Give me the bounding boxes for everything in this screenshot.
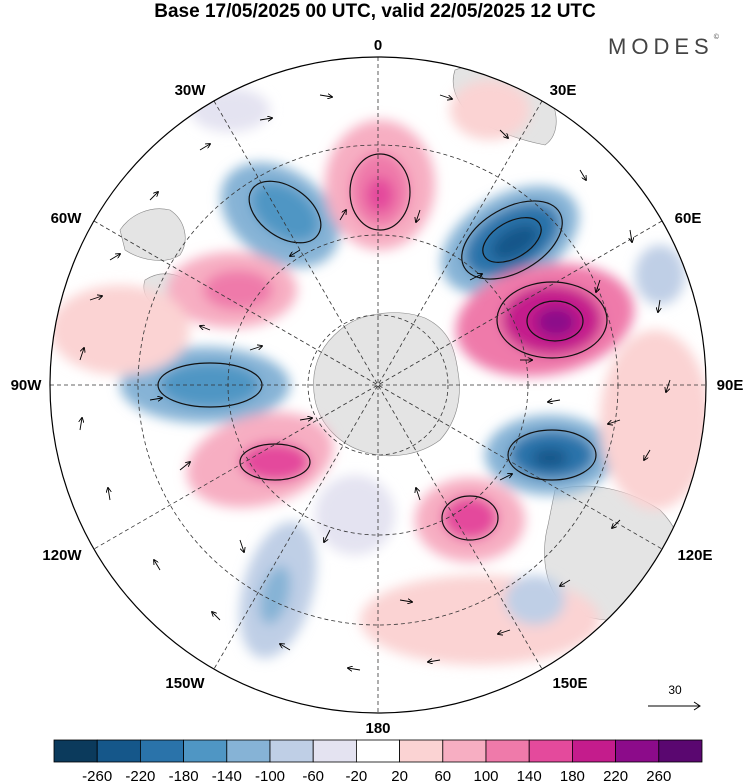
colorbar-swatch (615, 739, 660, 763)
colorbar-tick-label: 180 (560, 768, 585, 783)
colorbar-tick-label: -260 (82, 768, 112, 783)
contour-lines (157, 153, 608, 541)
brand-logo: MODES© (608, 34, 719, 60)
colorbar-tick-label: -100 (255, 768, 285, 783)
vector-reference-label: 30 (668, 683, 682, 697)
anomaly-fields (50, 80, 706, 665)
colorbar-tick-label: -140 (212, 768, 242, 783)
lon-label-120w: 120W (42, 547, 82, 564)
colorbar-swatch (399, 739, 444, 763)
map-border (49, 56, 707, 714)
graticule (50, 57, 706, 713)
colorbar-tick-label: -220 (125, 768, 155, 783)
colorbar-tick-label: -20 (346, 768, 368, 783)
colorbar-swatch (269, 739, 314, 763)
colorbar-swatch (355, 739, 400, 763)
lon-label-90w: 90W (11, 377, 43, 394)
colorbar-tick-label: 100 (473, 768, 498, 783)
colorbar-tick-label: -60 (302, 768, 324, 783)
lon-label-120e: 120E (677, 547, 712, 564)
lon-label-60w: 60W (51, 210, 83, 227)
colorbar-swatch (96, 739, 141, 763)
colorbar-swatch (226, 739, 271, 763)
colorbar-tick-label: 60 (434, 768, 451, 783)
lon-label-60e: 60E (675, 210, 702, 227)
colorbar-swatch (183, 739, 228, 763)
lon-label-180: 180 (365, 720, 390, 737)
colorbar-swatch (658, 739, 703, 763)
colorbar-swatch (139, 739, 184, 763)
lon-label-150w: 150W (165, 675, 205, 692)
lon-label-90e: 90E (717, 377, 744, 394)
colorbar-swatch (442, 739, 487, 763)
lon-label-0: 0 (374, 37, 382, 54)
colorbar-swatch (485, 739, 530, 763)
colorbar-swatch (53, 739, 98, 763)
arrow-right-icon (648, 701, 701, 711)
lon-label-30w: 30W (175, 82, 207, 99)
copyright-mark: © (713, 34, 719, 41)
lon-label-150e: 150E (552, 675, 587, 692)
map-title: Base 17/05/2025 00 UTC, valid 22/05/2025… (154, 1, 596, 22)
colorbar: -260 -220 -180 -140 -100 -60 -20 20 60 100 140 180 2… (53, 739, 703, 783)
colorbar-tick-label: 20 (391, 768, 408, 783)
colorbar-tick-label: 140 (517, 768, 542, 783)
colorbar-tick-label: 220 (603, 768, 628, 783)
lon-label-30e: 30E (550, 82, 577, 99)
colorbar-swatch (312, 739, 357, 763)
wind-vectors (80, 95, 671, 670)
colorbar-tick-label: -180 (169, 768, 199, 783)
colorbar-swatch (572, 739, 617, 763)
map-disk (50, 57, 706, 713)
colorbar-swatch (528, 739, 573, 763)
brand-text: MODES (608, 34, 714, 59)
colorbar-tick-label: 260 (646, 768, 671, 783)
